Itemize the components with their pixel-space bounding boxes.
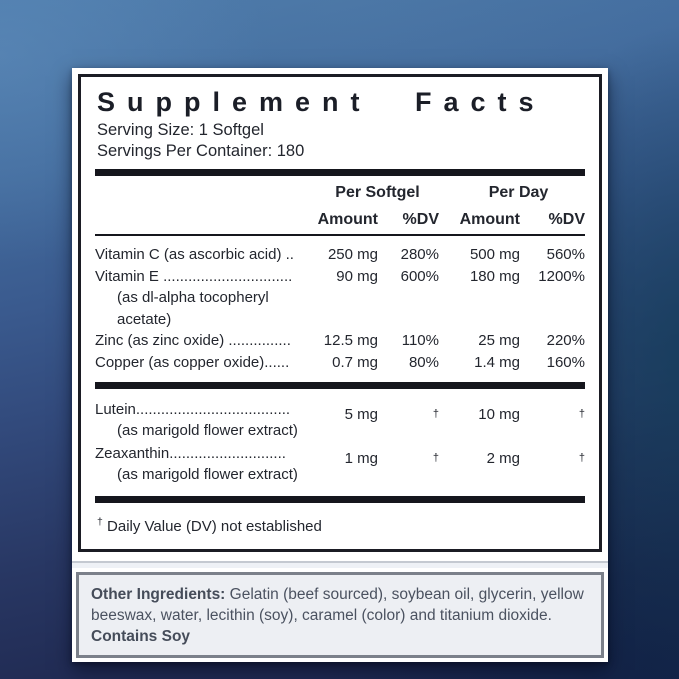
dv-per-day: 160%	[546, 353, 585, 371]
carotenoids-section: Lutein..................................…	[95, 394, 585, 491]
header-amount-day: Amount	[459, 211, 520, 228]
dv-per-softgel: 600%	[400, 267, 439, 285]
supplement-label: Supplement Facts Serving Size: 1 Softgel…	[72, 68, 608, 662]
dv-per-softgel: 110%	[401, 332, 439, 349]
table-row: Vitamin C (as ascorbic acid) .. 250 mg 2…	[95, 244, 585, 266]
dv-per-softgel-dagger: †	[432, 452, 439, 464]
dv-per-softgel-dagger: †	[432, 408, 439, 420]
table-row: Zeaxanthin............................ (…	[95, 443, 585, 485]
nutrient-name: Zeaxanthin............................	[95, 445, 286, 462]
thin-rule	[95, 234, 585, 236]
header-amount-softgel: Amount	[317, 211, 378, 228]
other-ingredients-text: Gelatin (beef sourced), soybean oil, gly…	[91, 586, 584, 624]
footnote-text: Daily Value (DV) not established	[107, 518, 322, 535]
amount-per-softgel: 250 mg	[327, 246, 378, 263]
servings-per-container: Servings Per Container: 180	[97, 142, 305, 160]
dv-per-day-dagger: †	[578, 408, 585, 420]
nutrient-subname: (as marigold flower extract)	[117, 466, 298, 483]
dv-per-day: 1200%	[538, 267, 585, 285]
amount-per-softgel: 12.5 mg	[323, 332, 378, 349]
nutrient-subname: acetate)	[117, 310, 172, 328]
nutrient-name: Zinc (as zinc oxide) ...............	[95, 332, 291, 349]
daily-value-footnote: † Daily Value (DV) not established	[95, 508, 585, 541]
dv-per-softgel: 80%	[408, 353, 439, 371]
amount-per-softgel: 0.7 mg	[332, 353, 378, 371]
other-ingredients-label: Other Ingredients:	[91, 586, 226, 603]
nutrient-subname: (as dl-alpha tocopheryl	[117, 289, 269, 306]
serving-size: Serving Size: 1 Softgel	[97, 121, 264, 139]
table-row: Lutein..................................…	[95, 399, 585, 441]
other-ingredients-box: Other Ingredients: Gelatin (beef sourced…	[72, 568, 608, 662]
amount-per-day: 500 mg	[469, 246, 520, 263]
header-per-softgel: Per Softgel	[335, 184, 420, 201]
amount-per-softgel: 1 mg	[344, 450, 378, 467]
table-row: (as dl-alpha tocopheryl	[95, 287, 585, 309]
vitamins-section: Vitamin C (as ascorbic acid) .. 250 mg 2…	[95, 241, 585, 377]
nutrient-name: Lutein..................................…	[95, 401, 291, 418]
box-divider	[72, 558, 608, 568]
dv-per-day: 560%	[546, 246, 585, 263]
table-row: Vitamin E ..............................…	[95, 266, 585, 288]
amount-per-day: 2 mg	[486, 450, 520, 467]
amount-per-day: 1.4 mg	[474, 353, 520, 371]
thick-rule	[95, 496, 585, 503]
supplement-facts-title: Supplement Facts	[97, 87, 546, 117]
header-per-day: Per Day	[488, 184, 549, 201]
thick-rule	[95, 169, 585, 176]
amount-per-softgel: 5 mg	[344, 406, 378, 423]
nutrient-name: Copper (as copper oxide)......	[95, 353, 290, 371]
table-row: acetate)	[95, 309, 585, 331]
table-row: Zinc (as zinc oxide) ............... 12.…	[95, 330, 585, 352]
dagger-symbol: †	[97, 516, 103, 528]
supplement-facts-panel: Supplement Facts Serving Size: 1 Softgel…	[72, 68, 608, 558]
dv-per-softgel: 280%	[400, 246, 439, 263]
amount-per-day: 10 mg	[478, 406, 520, 423]
nutrient-name: Vitamin C (as ascorbic acid) ..	[95, 246, 294, 263]
amount-per-softgel: 90 mg	[336, 267, 378, 285]
nutrient-subname: (as marigold flower extract)	[117, 422, 298, 439]
nutrient-name: Vitamin E ..............................…	[95, 267, 293, 285]
contains-allergen: Contains Soy	[91, 628, 191, 645]
header-dv-day: %DV	[548, 211, 585, 228]
thick-rule	[95, 382, 585, 389]
table-row: Copper (as copper oxide)...... 0.7 mg 80…	[95, 352, 585, 374]
table-header: Per Softgel Per Day	[95, 182, 585, 203]
amount-per-day: 180 mg	[469, 267, 520, 285]
amount-per-day: 25 mg	[478, 332, 520, 349]
header-dv-softgel: %DV	[402, 211, 439, 228]
dv-per-day: 220%	[546, 332, 585, 349]
dv-per-day-dagger: †	[578, 452, 585, 464]
